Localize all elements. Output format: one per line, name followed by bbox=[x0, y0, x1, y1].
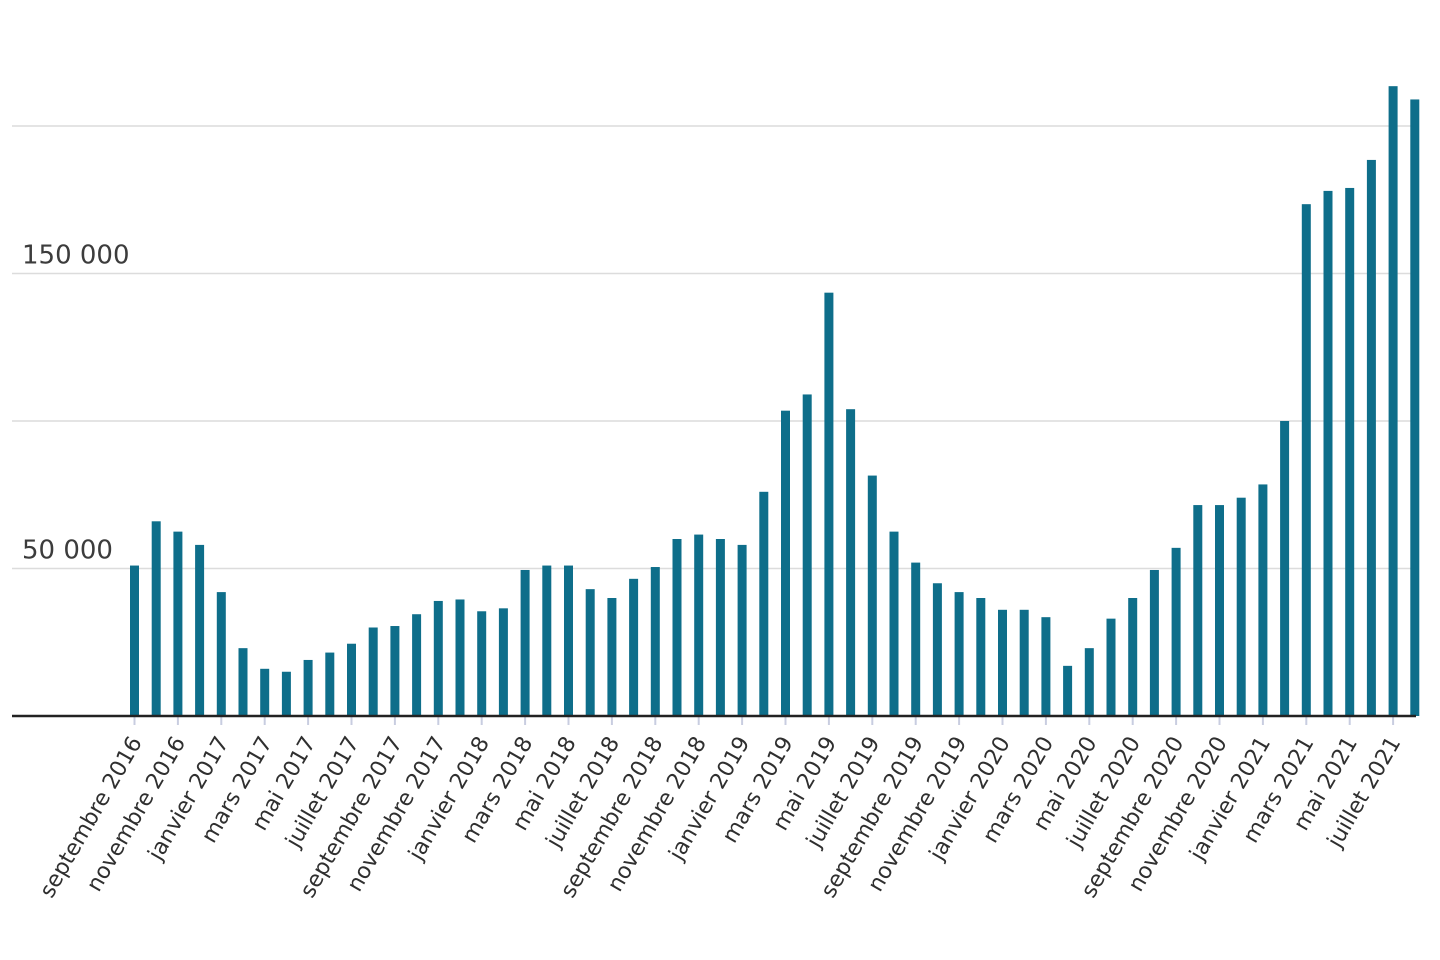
bar bbox=[867, 475, 877, 716]
bar bbox=[1019, 609, 1029, 716]
bar bbox=[1063, 665, 1073, 716]
bar bbox=[954, 592, 964, 716]
bar bbox=[1323, 190, 1333, 716]
bar bbox=[1149, 569, 1159, 716]
bar bbox=[824, 292, 834, 716]
bar bbox=[130, 565, 139, 716]
bar bbox=[802, 394, 812, 716]
bar bbox=[650, 567, 660, 716]
bar bbox=[238, 648, 248, 716]
bar bbox=[629, 578, 639, 716]
bar bbox=[564, 565, 573, 716]
bars bbox=[130, 86, 1420, 717]
bar bbox=[846, 409, 856, 716]
bar bbox=[1215, 505, 1224, 716]
bar bbox=[1258, 484, 1268, 716]
bar bbox=[1106, 618, 1116, 716]
bar bbox=[1410, 99, 1420, 716]
bar bbox=[1301, 204, 1311, 717]
bar bbox=[585, 589, 595, 716]
bar bbox=[1345, 187, 1355, 716]
bar bbox=[1084, 648, 1094, 716]
bar bbox=[195, 544, 205, 716]
bar bbox=[520, 569, 530, 716]
bar bbox=[781, 410, 790, 716]
bar bbox=[1128, 598, 1138, 716]
bar bbox=[542, 565, 552, 716]
y-tick-label: 150 000 bbox=[22, 241, 130, 271]
y-axis-labels: 50 000 150 000 bbox=[22, 241, 130, 566]
gridlines bbox=[12, 125, 1416, 570]
bar bbox=[303, 659, 313, 716]
bar bbox=[1041, 617, 1051, 716]
bar bbox=[998, 609, 1007, 716]
bar bbox=[151, 521, 161, 716]
bar bbox=[477, 611, 487, 716]
bar bbox=[1171, 547, 1181, 716]
bar bbox=[889, 531, 899, 716]
bar bbox=[737, 544, 747, 716]
y-tick-label: 50 000 bbox=[22, 536, 113, 566]
bar bbox=[347, 643, 356, 716]
bar bbox=[390, 626, 400, 716]
bar bbox=[976, 598, 986, 716]
bar bbox=[715, 539, 725, 716]
bar bbox=[1366, 159, 1376, 717]
bar bbox=[1236, 497, 1246, 716]
bar bbox=[672, 539, 682, 716]
bar bbox=[216, 592, 226, 716]
bar bbox=[498, 608, 508, 716]
bar bbox=[173, 531, 183, 716]
bar bbox=[368, 627, 378, 716]
bar bbox=[260, 668, 270, 716]
bar bbox=[281, 671, 291, 716]
bar bbox=[1388, 86, 1398, 717]
bar bbox=[759, 491, 769, 716]
bar bbox=[1280, 421, 1290, 716]
bar bbox=[607, 598, 617, 716]
bar bbox=[433, 600, 443, 716]
bar bbox=[694, 534, 704, 716]
bar bbox=[325, 652, 335, 716]
x-axis bbox=[12, 714, 1416, 725]
bar bbox=[455, 599, 465, 716]
bar bbox=[932, 583, 942, 716]
bar bbox=[1193, 505, 1203, 716]
bar bbox=[911, 562, 921, 716]
bar bbox=[412, 614, 422, 716]
